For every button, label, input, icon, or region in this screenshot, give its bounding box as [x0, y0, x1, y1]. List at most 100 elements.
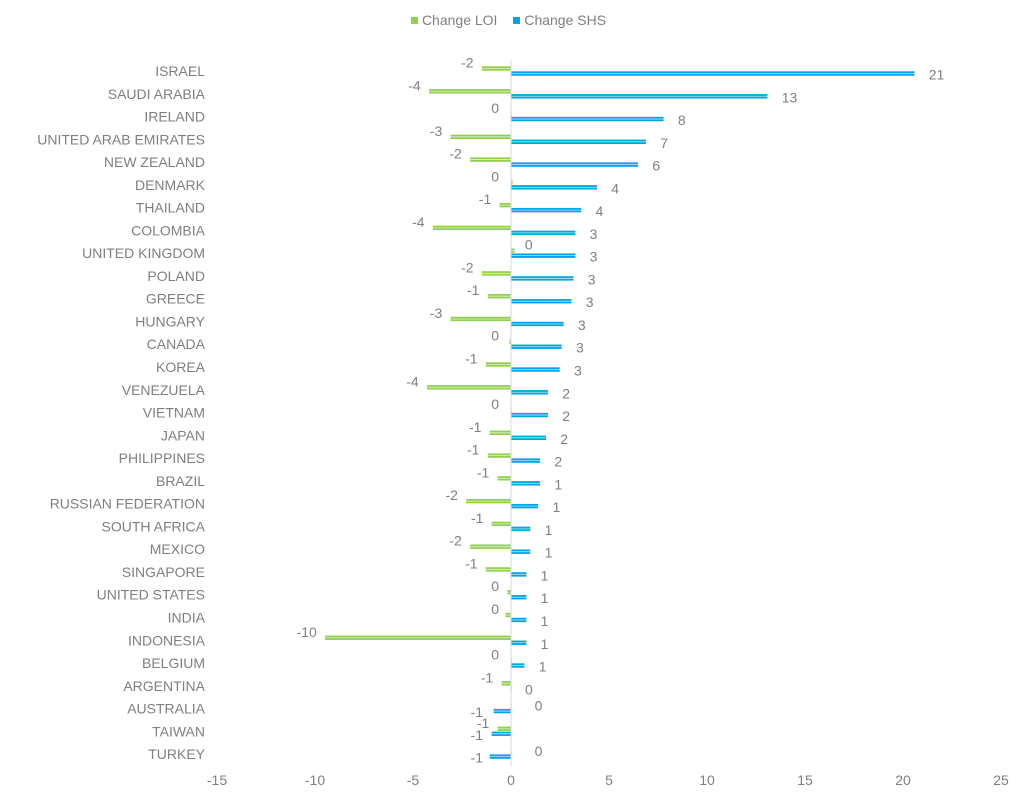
data-label-change-loi-denmark: 0	[491, 168, 499, 184]
data-label-change-loi-south-africa: -1	[471, 510, 484, 526]
category-label-united-states: UNITED STATES	[97, 587, 205, 603]
x-tick-label-5: 5	[605, 772, 613, 788]
data-label-change-loi-japan: -1	[469, 419, 482, 435]
data-label-change-shs-greece: 3	[586, 294, 594, 310]
category-label-philippines: PHILIPPINES	[119, 450, 205, 466]
data-label-change-shs-vietnam: 2	[562, 408, 570, 424]
category-label-korea: KOREA	[156, 359, 206, 375]
category-label-vietnam: VIETNAM	[143, 405, 205, 421]
category-label-mexico: MEXICO	[150, 541, 205, 557]
legend-swatch-shs	[513, 16, 521, 24]
data-label-change-loi-greece: -1	[467, 282, 480, 298]
data-label-change-loi-united-states: 0	[491, 578, 499, 594]
category-label-taiwan: TAIWAN	[152, 723, 205, 739]
category-label-denmark: DENMARK	[135, 177, 206, 193]
category-label-colombia: COLOMBIA	[131, 222, 206, 238]
data-label-change-shs-poland: 3	[588, 271, 596, 287]
data-label-change-shs-turkey: -1	[471, 750, 484, 766]
data-label-change-loi-thailand: -1	[479, 191, 492, 207]
category-label-argentina: ARGENTINA	[123, 678, 205, 694]
data-label-change-shs-thailand: 4	[596, 203, 604, 219]
data-label-change-shs-colombia: 3	[590, 226, 598, 242]
data-label-change-loi-korea: -1	[465, 351, 478, 367]
data-label-change-shs-united-kingdom: 3	[590, 249, 598, 265]
legend-label-loi: Change LOI	[421, 12, 498, 28]
data-label-change-loi-indonesia: -10	[297, 624, 317, 640]
data-label-change-shs-brazil: 1	[554, 476, 562, 492]
category-label-russian-federation: RUSSIAN FEDERATION	[50, 496, 205, 512]
data-label-change-loi-israel: -2	[461, 55, 474, 71]
data-label-change-shs-ireland: 8	[678, 112, 686, 128]
category-label-united-kingdom: UNITED KINGDOM	[82, 245, 205, 261]
data-label-change-loi-singapore: -1	[465, 555, 478, 571]
category-label-indonesia: INDONESIA	[128, 632, 206, 648]
data-label-change-shs-united-states: 1	[541, 590, 549, 606]
data-label-change-loi-argentina: -1	[481, 669, 494, 685]
category-label-ireland: IRELAND	[144, 109, 205, 125]
category-label-greece: GREECE	[146, 291, 205, 307]
x-tick-label-15: 15	[797, 772, 813, 788]
data-label-change-shs-philippines: 2	[554, 454, 562, 470]
data-label-change-loi-united-kingdom: 0	[525, 237, 533, 253]
category-label-venezuela: VENEZUELA	[122, 382, 206, 398]
data-label-change-shs-venezuela: 2	[562, 385, 570, 401]
data-label-change-shs-canada: 3	[576, 340, 584, 356]
data-label-change-shs-hungary: 3	[578, 317, 586, 333]
data-label-change-loi-colombia: -4	[412, 214, 425, 230]
category-label-belgium: BELGIUM	[142, 655, 205, 671]
x-tick-label-neg10: -10	[305, 772, 325, 788]
data-label-change-loi-united-arab-emirates: -3	[430, 123, 443, 139]
category-label-new-zealand: NEW ZEALAND	[104, 154, 205, 170]
extra-label-turkey: 0	[535, 743, 543, 759]
data-label-change-shs-taiwan: -1	[471, 727, 484, 743]
category-label-turkey: TURKEY	[148, 746, 205, 762]
legend-item-loi: Change LOI	[410, 12, 498, 28]
data-label-change-shs-india: 1	[541, 613, 549, 629]
data-label-change-shs-korea: 3	[574, 363, 582, 379]
x-tick-label-20: 20	[895, 772, 911, 788]
x-tick-label-0: 0	[507, 772, 515, 788]
category-label-india: INDIA	[168, 609, 206, 625]
data-label-change-loi-hungary: -3	[430, 305, 443, 321]
data-label-change-loi-new-zealand: -2	[449, 146, 462, 162]
category-label-united-arab-emirates: UNITED ARAB EMIRATES	[37, 131, 205, 147]
legend-swatch-loi	[410, 16, 418, 24]
x-tick-label-neg15: -15	[207, 772, 227, 788]
data-label-change-loi-canada: 0	[491, 328, 499, 344]
x-tick-label-25: 25	[993, 772, 1009, 788]
legend: Change LOI Change SHS	[0, 12, 1017, 28]
data-label-change-shs-australia: -1	[471, 704, 484, 720]
data-label-change-shs-denmark: 4	[611, 180, 619, 196]
data-label-change-loi-saudi-arabia: -4	[408, 77, 421, 93]
data-label-change-loi-india: 0	[491, 601, 499, 617]
data-label-change-loi-poland: -2	[461, 259, 474, 275]
data-label-change-loi-brazil: -1	[477, 464, 490, 480]
category-label-hungary: HUNGARY	[135, 313, 205, 329]
data-label-change-shs-argentina: 0	[525, 681, 533, 697]
data-label-change-shs-mexico: 1	[545, 545, 553, 561]
legend-item-shs: Change SHS	[513, 12, 606, 28]
category-label-saudi-arabia: SAUDI ARABIA	[108, 86, 206, 102]
data-label-change-loi-philippines: -1	[467, 442, 480, 458]
data-label-change-shs-singapore: 1	[541, 567, 549, 583]
category-label-singapore: SINGAPORE	[122, 564, 205, 580]
data-label-change-shs-south-africa: 1	[545, 522, 553, 538]
data-label-change-shs-belgium: 1	[539, 659, 547, 675]
data-label-change-loi-russian-federation: -2	[445, 487, 458, 503]
data-label-change-shs-japan: 2	[560, 431, 568, 447]
data-label-change-shs-united-arab-emirates: 7	[660, 135, 668, 151]
data-label-change-shs-russian-federation: 1	[552, 499, 560, 515]
category-label-brazil: BRAZIL	[156, 473, 205, 489]
x-tick-label-10: 10	[699, 772, 715, 788]
extra-label-australia: 0	[535, 698, 543, 714]
data-label-change-shs-new-zealand: 6	[652, 158, 660, 174]
category-label-japan: JAPAN	[161, 427, 205, 443]
category-label-poland: POLAND	[147, 268, 205, 284]
category-label-canada: CANADA	[147, 336, 206, 352]
data-label-change-loi-venezuela: -4	[406, 373, 419, 389]
data-label-change-loi-ireland: 0	[491, 100, 499, 116]
category-label-israel: ISRAEL	[155, 63, 205, 79]
data-label-change-shs-indonesia: 1	[541, 636, 549, 652]
category-label-thailand: THAILAND	[136, 200, 205, 216]
